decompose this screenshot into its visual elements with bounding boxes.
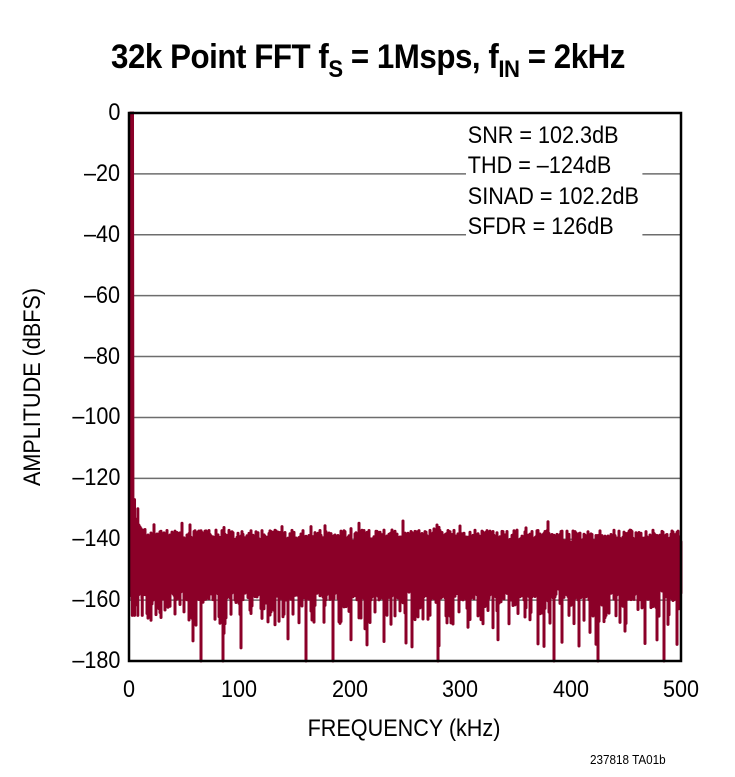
y-tick-label: –100 — [71, 403, 120, 431]
stat-sfdr: SFDR = 126dB — [467, 213, 614, 241]
y-tick-label: 0 — [107, 99, 120, 126]
y-axis-label: AMPLITUDE (dBFS) — [19, 287, 46, 487]
stat-snr: SNR = 102.3dB — [467, 122, 619, 149]
x-tick-label: 500 — [662, 676, 700, 703]
noise-band — [129, 542, 681, 582]
x-tick-label: 400 — [552, 676, 589, 703]
stat-sinad: SINAD = 102.2dB — [467, 182, 639, 210]
x-tick-label: 300 — [442, 676, 479, 703]
y-tick-label: –20 — [83, 159, 120, 187]
y-tick-label: –80 — [83, 342, 120, 370]
stats-box: SNR = 102.3dB THD = –124dB SINAD = 102.2… — [466, 121, 643, 243]
y-tick-label: –60 — [83, 281, 120, 309]
x-tick-label: 0 — [122, 676, 136, 703]
y-tick-label: –180 — [71, 647, 120, 674]
chart-title: 32k Point FFT fS = 1Msps, fIN = 2kHz — [111, 38, 625, 83]
stat-thd: THD = –124dB — [467, 152, 612, 180]
y-tick-label: –40 — [83, 220, 120, 248]
x-tick-label: 100 — [221, 676, 258, 703]
x-axis-label: FREQUENCY (kHz) — [307, 715, 501, 742]
figure-id: 237818 TA01b — [590, 752, 666, 767]
plot-frame — [127, 111, 683, 663]
fft-trace — [129, 111, 683, 663]
y-tick-label: –160 — [71, 586, 120, 614]
x-tick-label: 200 — [331, 676, 368, 703]
y-tick-label: –140 — [71, 525, 120, 553]
y-tick-label: –120 — [71, 464, 120, 492]
